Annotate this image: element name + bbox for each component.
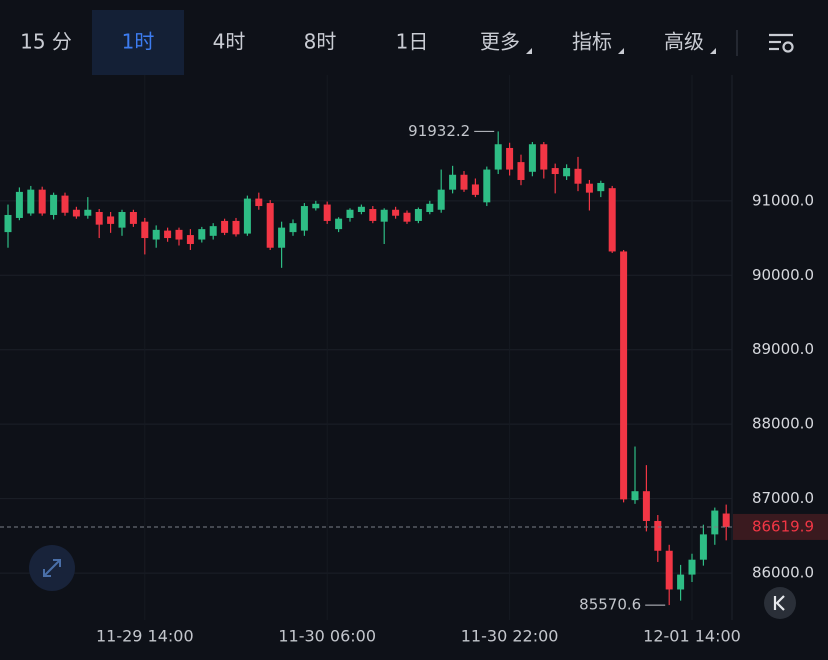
back-button[interactable] — [764, 587, 796, 619]
candle-body — [631, 491, 639, 501]
x-tick-label: 11-30 06:00 — [278, 627, 376, 646]
dropdown-arrow — [526, 48, 532, 54]
y-tick-label: 87000.0 — [752, 489, 814, 507]
x-tick-label: 11-30 22:00 — [461, 627, 559, 646]
candle-body — [494, 144, 502, 170]
candle-body — [232, 220, 240, 235]
candle-body — [50, 194, 58, 215]
candle-body — [289, 223, 297, 233]
candle-body — [460, 174, 468, 190]
candle-body — [722, 513, 730, 527]
candle-body — [323, 204, 331, 221]
candle-body — [278, 227, 286, 248]
candle-body — [403, 212, 411, 222]
candle-body — [688, 559, 696, 575]
tab[interactable]: 更多 — [480, 30, 520, 54]
candle-body — [426, 203, 434, 212]
candle-body — [118, 211, 126, 228]
tab[interactable]: 15 分 — [20, 30, 72, 54]
candle-body — [711, 510, 719, 535]
tab[interactable]: 1日 — [396, 30, 429, 54]
candle-body — [141, 221, 149, 239]
current-price-box — [733, 513, 828, 540]
candle-body — [266, 203, 274, 248]
candle-body — [597, 182, 605, 192]
candle-body — [15, 191, 23, 218]
candle-body — [209, 226, 217, 236]
expand-button[interactable] — [29, 545, 75, 591]
y-tick-label: 91000.0 — [752, 191, 814, 209]
candle-body — [642, 491, 650, 521]
low-annotation: 85570.6 — [579, 596, 641, 614]
candle-body — [61, 195, 69, 213]
tab[interactable]: 8时 — [304, 30, 337, 54]
candle-body — [699, 534, 707, 560]
candle-body — [300, 206, 308, 231]
x-tick-label: 12-01 14:00 — [643, 627, 741, 646]
candle-body — [437, 189, 445, 210]
candle-body — [186, 235, 194, 245]
x-tick-label: 11-29 14:00 — [96, 627, 194, 646]
candle-body — [129, 211, 137, 224]
candle-body — [198, 229, 206, 240]
candle-body — [84, 209, 92, 216]
y-tick-label: 86000.0 — [752, 564, 814, 582]
candle-body — [585, 183, 593, 193]
candle-body — [369, 209, 377, 221]
candle-body — [528, 144, 536, 172]
candle-body — [152, 229, 160, 240]
candle-body — [107, 216, 115, 224]
y-tick-label: 89000.0 — [752, 340, 814, 358]
candle-body — [357, 206, 365, 212]
settings-icon[interactable] — [769, 33, 794, 53]
tab[interactable]: 4时 — [213, 30, 246, 54]
y-tick-label: 90000.0 — [752, 266, 814, 284]
candle-body — [471, 184, 479, 195]
candle-body — [164, 230, 172, 239]
dropdown-arrow — [618, 48, 624, 54]
candle-body — [255, 198, 263, 207]
candle-body — [574, 168, 582, 184]
y-tick-label: 88000.0 — [752, 415, 814, 433]
candle-body — [654, 520, 662, 551]
current-price-label: 86619.9 — [752, 517, 814, 535]
candle-body — [346, 209, 354, 218]
candle-body — [392, 209, 400, 216]
candle-body — [551, 168, 559, 175]
candle-body — [380, 209, 388, 222]
candle-body — [608, 188, 616, 252]
tab[interactable]: 高级 — [664, 30, 704, 54]
candle-body — [677, 574, 685, 590]
candle-body — [540, 144, 548, 170]
selected-tab-bg — [92, 10, 184, 75]
candle-body — [221, 220, 229, 233]
candle-body — [563, 168, 571, 177]
candle-body — [335, 218, 343, 230]
candle-body — [414, 209, 422, 221]
tab[interactable]: 1时 — [122, 30, 155, 54]
tab[interactable]: 指标 — [572, 30, 612, 54]
candle-body — [95, 211, 103, 225]
candle-body — [243, 198, 251, 234]
candle-body — [506, 147, 514, 170]
candle-body — [175, 229, 183, 240]
candle-body — [620, 251, 628, 500]
candle-body — [27, 189, 35, 214]
candle-body — [312, 203, 320, 209]
candle-body — [483, 169, 491, 203]
candle-body — [4, 214, 12, 233]
candle-body — [665, 550, 673, 590]
dropdown-arrow — [710, 48, 716, 54]
high-annotation: 91932.2 — [408, 122, 470, 140]
candle-body — [517, 162, 525, 180]
candle-body — [38, 189, 46, 214]
candle-body — [449, 174, 457, 190]
plot-area — [0, 75, 732, 620]
candle-body — [72, 209, 80, 217]
